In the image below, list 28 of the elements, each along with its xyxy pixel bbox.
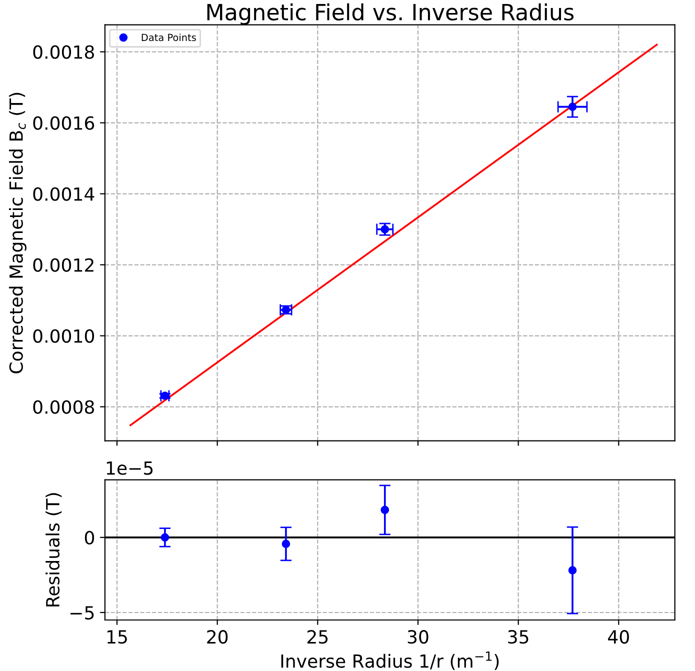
- point: [160, 533, 170, 542]
- x-tick-label: 20: [207, 630, 228, 644]
- x-tick-label: 15: [107, 630, 127, 644]
- point: [380, 225, 390, 234]
- y-axis-title: Residuals (T): [46, 493, 62, 606]
- x-tick-label: 35: [508, 630, 528, 644]
- text: 1e−5: [106, 461, 153, 475]
- y-tick-label: 0.0018: [33, 45, 94, 59]
- y-tick-label: 0: [84, 530, 94, 545]
- point: [282, 540, 290, 548]
- y-tick-label: 0.0016: [33, 116, 94, 130]
- x-axis-title: Inverse Radius 1/r (m$^{−1}$): [281, 652, 499, 670]
- point: [380, 506, 390, 514]
- point: [568, 566, 577, 574]
- point: [160, 392, 170, 400]
- y-axis-title: Corrected Magnetic Field B$_{c}$ (T): [8, 92, 26, 374]
- y-tick-label: 0.0012: [33, 258, 94, 272]
- x-tick-label: 40: [608, 630, 629, 644]
- y-tick-label: 0.0010: [33, 329, 94, 343]
- x-tick-label: 30: [408, 630, 428, 644]
- point: [282, 306, 290, 314]
- chart-title: Magnetic Field vs. Inverse Radius: [207, 3, 574, 25]
- legend-label: Data Points: [142, 34, 196, 42]
- y-tick-label: −5: [70, 606, 94, 620]
- y-tick-label: 0.0014: [33, 187, 94, 201]
- point: [568, 102, 577, 111]
- x-tick-label: 25: [307, 630, 328, 644]
- y-tick-label: 0.0008: [33, 400, 94, 414]
